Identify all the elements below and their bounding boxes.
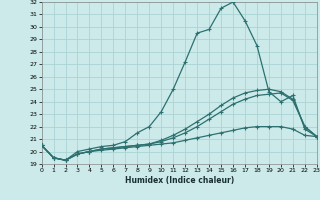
X-axis label: Humidex (Indice chaleur): Humidex (Indice chaleur) (124, 176, 234, 185)
